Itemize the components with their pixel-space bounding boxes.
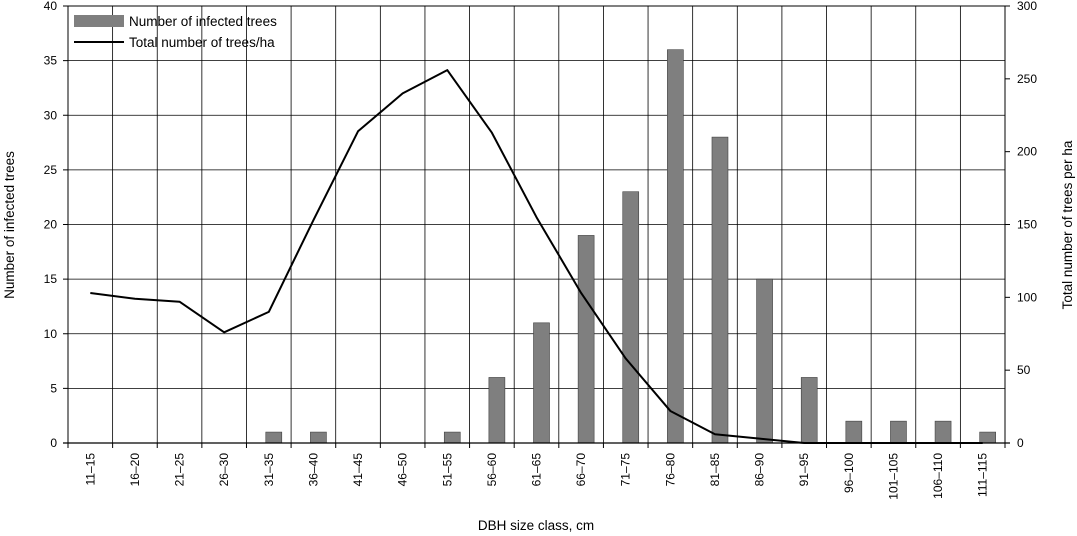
y-tick-label: 20	[44, 218, 58, 232]
infected-bar	[667, 49, 684, 444]
x-tick-label: 51–55	[440, 453, 454, 487]
infected-bar	[265, 431, 283, 444]
x-tick-label: 61–65	[530, 453, 544, 487]
infected-bar	[533, 322, 550, 444]
infected-bar	[800, 377, 818, 444]
infected-bar	[756, 278, 773, 444]
y2-tick-label: 0	[1017, 436, 1024, 450]
infected-bars	[265, 49, 996, 444]
tick-labels: 11–15 16–20 21–25 26–30 31–35 36–40 41–45 46–50…	[44, 0, 1038, 500]
y-tick-label: 35	[44, 54, 58, 68]
infected-bar	[890, 420, 907, 444]
x-tick-label: 11–15	[83, 453, 97, 486]
y2-tick-label: 300	[1017, 0, 1037, 13]
infected-bar	[577, 235, 595, 444]
x-tick-label: 41–45	[351, 453, 365, 487]
y-tick-label: 10	[44, 327, 58, 341]
y-tick-label: 25	[44, 163, 58, 177]
x-axis-title: DBH size class, cm	[478, 518, 594, 533]
infected-bar	[711, 136, 729, 444]
x-tick-label: 71–75	[619, 453, 633, 487]
infected-bar	[443, 431, 461, 444]
y-axis-title: Number of infected trees	[2, 151, 17, 299]
y-tick-label: 5	[50, 381, 57, 395]
x-tick-label: 26–30	[217, 453, 231, 487]
y-tick-label: 15	[44, 272, 58, 286]
infected-bar	[934, 420, 952, 444]
x-tick-label: 36–40	[306, 453, 320, 487]
y2-tick-label: 50	[1017, 363, 1031, 377]
x-tick-label: 56–60	[485, 453, 499, 487]
x-tick-label: 76–80	[663, 453, 677, 487]
x-tick-label: 86–90	[753, 453, 767, 487]
y-tick-label: 40	[44, 0, 58, 13]
y-tick-label: 30	[44, 108, 58, 122]
x-tick-label: 31–35	[262, 453, 276, 487]
legend-bar-swatch	[74, 15, 124, 27]
infected-bar	[845, 420, 863, 444]
infected-bar	[488, 377, 506, 444]
infected-bar	[310, 431, 327, 444]
legend: Number of infected trees Total number of…	[74, 14, 277, 50]
y2-tick-label: 200	[1017, 145, 1037, 159]
grid	[68, 5, 1005, 443]
x-tick-label: 106–110	[931, 453, 945, 499]
y2-tick-label: 150	[1017, 218, 1037, 232]
x-tick-label: 81–85	[708, 453, 722, 487]
x-tick-label: 91–95	[797, 453, 811, 487]
x-tick-label: 101–105	[886, 453, 900, 500]
axes	[63, 5, 1010, 448]
x-tick-label: 46–50	[396, 453, 410, 487]
x-tick-label: 16–20	[128, 453, 142, 487]
y-tick-label: 0	[50, 436, 57, 450]
x-tick-label: 96–100	[842, 453, 856, 493]
x-tick-label: 21–25	[173, 453, 187, 487]
infected-bar	[979, 431, 996, 444]
x-tick-label: 111–115	[976, 453, 990, 497]
x-tick-label: 66–70	[574, 453, 588, 487]
legend-total-label: Total number of trees/ha	[129, 35, 275, 50]
y2-axis-title: Total number of trees per ha	[1060, 140, 1075, 309]
infected-bar	[622, 191, 640, 444]
legend-infected-label: Number of infected trees	[129, 14, 277, 29]
y2-tick-label: 250	[1017, 72, 1037, 86]
y2-tick-label: 100	[1017, 290, 1037, 304]
